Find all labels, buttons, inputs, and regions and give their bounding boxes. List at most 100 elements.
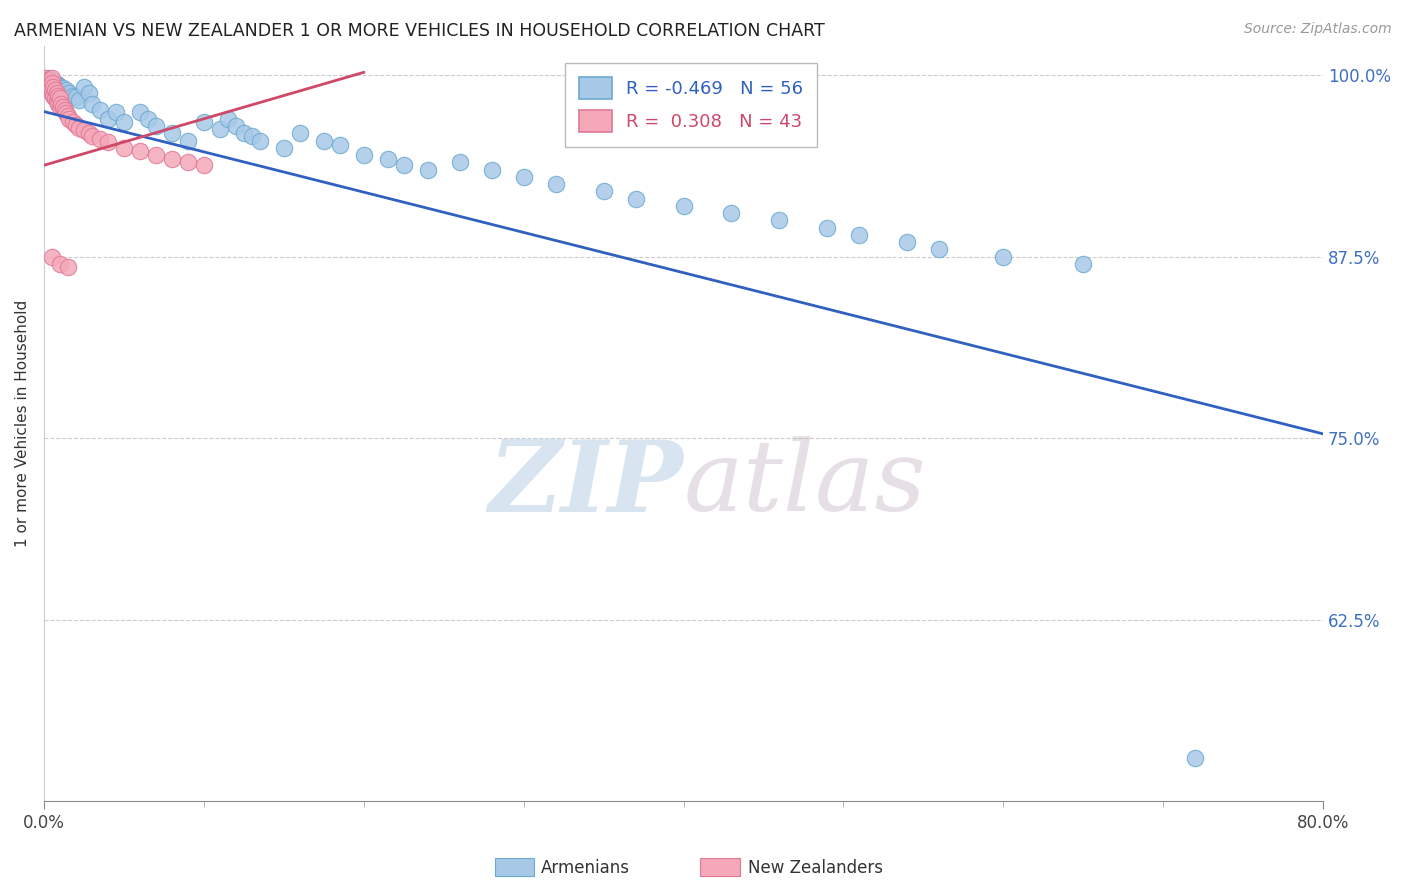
Point bbox=[177, 155, 200, 169]
Point bbox=[145, 148, 167, 162]
Point bbox=[41, 74, 63, 88]
Point bbox=[67, 93, 90, 107]
Point bbox=[42, 88, 65, 103]
Point bbox=[58, 86, 80, 100]
Legend: R = -0.469   N = 56, R =  0.308   N = 43: R = -0.469 N = 56, R = 0.308 N = 43 bbox=[565, 62, 817, 146]
Point bbox=[73, 79, 96, 94]
Point bbox=[46, 97, 69, 112]
Point bbox=[49, 79, 72, 94]
Point bbox=[49, 100, 72, 114]
Point bbox=[46, 88, 69, 103]
Point bbox=[42, 74, 65, 88]
Point bbox=[80, 129, 103, 144]
Point bbox=[45, 77, 67, 91]
Point bbox=[52, 100, 75, 114]
Point bbox=[928, 243, 950, 257]
Point bbox=[53, 103, 76, 117]
Point bbox=[240, 129, 263, 144]
Text: atlas: atlas bbox=[683, 436, 927, 532]
Point bbox=[62, 114, 84, 128]
Point bbox=[232, 126, 254, 140]
Point bbox=[896, 235, 918, 250]
Point bbox=[249, 134, 271, 148]
Point bbox=[449, 155, 471, 169]
Point bbox=[104, 104, 127, 119]
Point bbox=[56, 260, 79, 274]
Point bbox=[52, 81, 75, 95]
Text: ARMENIAN VS NEW ZEALANDER 1 OR MORE VEHICLES IN HOUSEHOLD CORRELATION CHART: ARMENIAN VS NEW ZEALANDER 1 OR MORE VEHI… bbox=[14, 22, 825, 40]
Point bbox=[377, 153, 399, 167]
Point bbox=[55, 106, 77, 120]
Point bbox=[112, 141, 135, 155]
Point bbox=[77, 126, 100, 140]
Text: Armenians: Armenians bbox=[541, 859, 630, 877]
Point bbox=[128, 104, 150, 119]
Point bbox=[51, 97, 73, 112]
Point bbox=[329, 137, 352, 152]
Point bbox=[512, 169, 534, 184]
Point bbox=[44, 83, 66, 97]
Point bbox=[160, 126, 183, 140]
Point bbox=[41, 71, 63, 86]
Point bbox=[225, 119, 247, 133]
Point bbox=[42, 79, 65, 94]
Point bbox=[89, 103, 111, 117]
Point bbox=[193, 114, 215, 128]
Point bbox=[38, 71, 60, 86]
Point bbox=[193, 158, 215, 172]
Point bbox=[49, 257, 72, 271]
Point bbox=[993, 250, 1015, 264]
Point bbox=[128, 144, 150, 158]
Point bbox=[89, 132, 111, 146]
Point bbox=[44, 91, 66, 105]
Point bbox=[217, 112, 239, 126]
Point bbox=[288, 126, 311, 140]
Point bbox=[55, 83, 77, 97]
Point bbox=[1184, 750, 1206, 764]
Point bbox=[136, 112, 159, 126]
Point bbox=[392, 158, 415, 172]
Point bbox=[39, 83, 62, 97]
Point bbox=[416, 162, 439, 177]
Point bbox=[80, 97, 103, 112]
Point bbox=[38, 79, 60, 94]
Point bbox=[62, 88, 84, 103]
Point bbox=[815, 220, 838, 235]
Point bbox=[112, 114, 135, 128]
Point bbox=[41, 250, 63, 264]
Point bbox=[624, 192, 647, 206]
Text: New Zealanders: New Zealanders bbox=[748, 859, 883, 877]
Point bbox=[45, 86, 67, 100]
Point bbox=[848, 227, 870, 242]
Point bbox=[45, 95, 67, 109]
Point bbox=[592, 185, 614, 199]
Text: ZIP: ZIP bbox=[488, 436, 683, 533]
Point bbox=[672, 199, 695, 213]
Point bbox=[208, 122, 231, 136]
Point bbox=[49, 91, 72, 105]
Point bbox=[39, 74, 62, 88]
Point bbox=[73, 123, 96, 137]
Point bbox=[145, 119, 167, 133]
Point bbox=[353, 148, 375, 162]
Text: Source: ZipAtlas.com: Source: ZipAtlas.com bbox=[1244, 22, 1392, 37]
Point bbox=[35, 76, 58, 90]
Point bbox=[1071, 257, 1094, 271]
Point bbox=[56, 109, 79, 123]
Point bbox=[273, 141, 295, 155]
Point bbox=[160, 153, 183, 167]
Point bbox=[312, 134, 335, 148]
Point bbox=[768, 213, 790, 227]
Point bbox=[481, 162, 503, 177]
Point bbox=[41, 76, 63, 90]
Point bbox=[65, 118, 87, 132]
Point bbox=[97, 135, 120, 149]
Point bbox=[77, 86, 100, 100]
Y-axis label: 1 or more Vehicles in Household: 1 or more Vehicles in Household bbox=[15, 300, 30, 548]
Point bbox=[34, 71, 56, 86]
Point bbox=[44, 77, 66, 91]
Point bbox=[58, 112, 80, 126]
Point bbox=[67, 120, 90, 135]
Point bbox=[46, 78, 69, 93]
Point bbox=[97, 112, 120, 126]
